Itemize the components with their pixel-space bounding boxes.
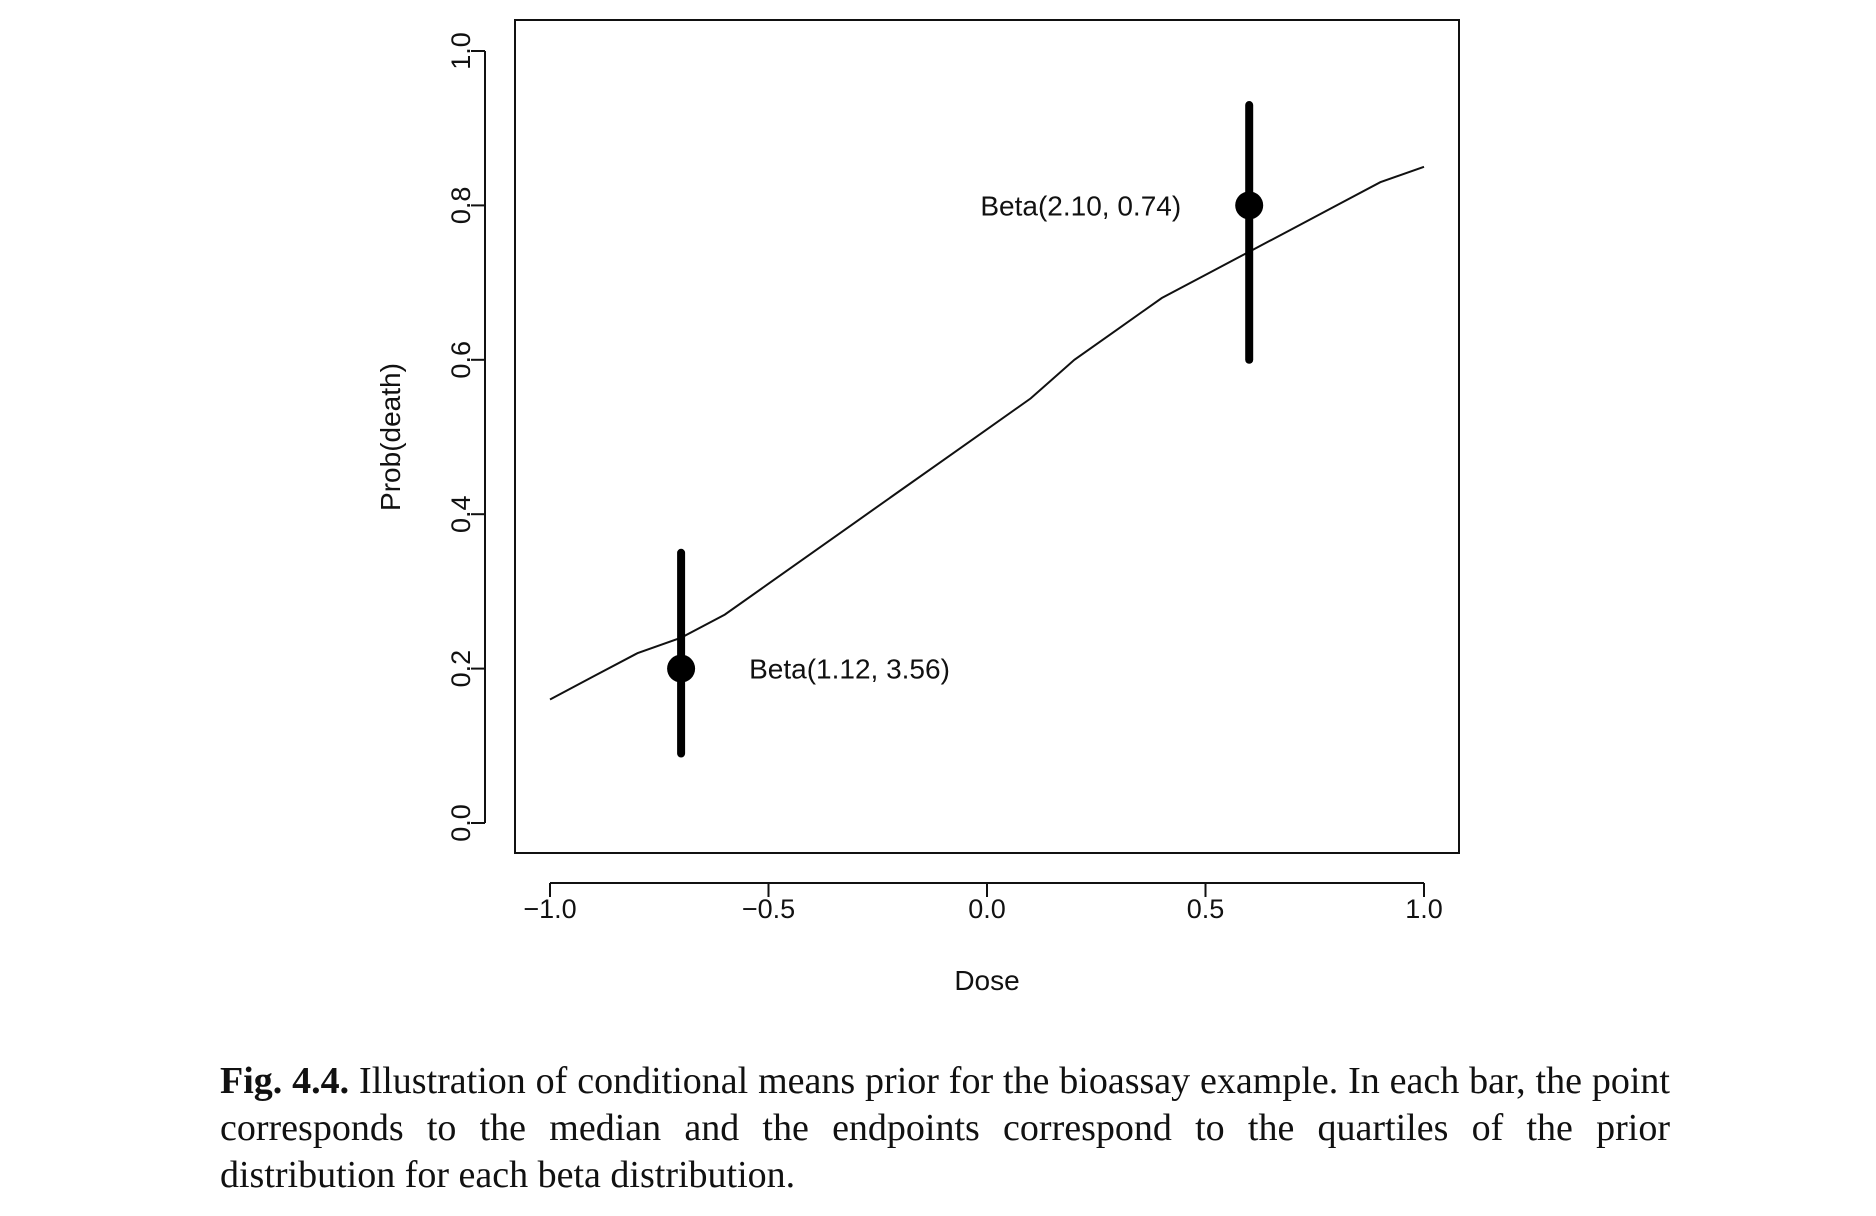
- median-point: [667, 654, 696, 683]
- beta-label: Beta(1.12, 3.56): [749, 654, 950, 685]
- y-tick-label: 0.8: [446, 187, 476, 225]
- caption-text: Illustration of conditional means prior …: [220, 1060, 1670, 1196]
- x-tick-label: 1.0: [1405, 894, 1443, 924]
- plot-frame: [514, 19, 1460, 854]
- x-tick-label: −0.5: [742, 894, 795, 924]
- x-tick-label: 0.0: [968, 894, 1006, 924]
- prior-bars: Beta(1.12, 3.56) Beta(2.10, 0.74): [667, 101, 1264, 758]
- figure-caption: Fig. 4.4. Illustration of conditional me…: [220, 1058, 1670, 1199]
- probability-curve: [549, 165, 1425, 701]
- y-tick-label: 0.0: [446, 804, 476, 842]
- y-tick-label: 0.2: [446, 650, 476, 688]
- x-tick-label: −1.0: [523, 894, 576, 924]
- beta-label: Beta(2.10, 0.74): [980, 190, 1181, 221]
- y-tick-label: 1.0: [446, 32, 476, 70]
- x-axis-title: Dose: [954, 965, 1019, 996]
- x-tick-label: 0.5: [1187, 894, 1225, 924]
- y-tick-label: 0.6: [446, 341, 476, 379]
- y-axis: 0.0 0.2 0.4 0.6 0.8 1.0: [446, 32, 486, 842]
- y-tick-label: 0.4: [446, 495, 476, 533]
- y-axis-title: Prob(death): [375, 363, 406, 511]
- x-axis: −1.0 −0.5 0.0 0.5 1.0: [523, 882, 1443, 924]
- caption-label: Fig. 4.4.: [220, 1060, 350, 1102]
- median-point: [1235, 191, 1264, 220]
